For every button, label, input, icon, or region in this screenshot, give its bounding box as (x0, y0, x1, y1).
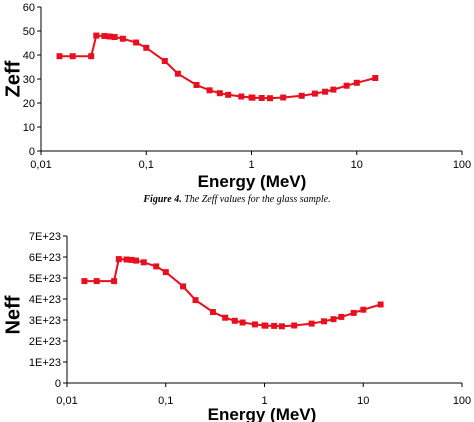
caption-label: Figure 4. (142, 194, 181, 205)
data-point (206, 87, 213, 94)
data-point (338, 313, 345, 320)
data-point (238, 93, 245, 100)
data-point (258, 95, 265, 101)
x-tick-label: 0,1 (158, 395, 173, 407)
chart-1: 0 10 20 30 40 50 60 0,01 0,1 1 10 100 Zeff Energy (Me… (2, 2, 471, 191)
y-axis-label: Neff (2, 295, 24, 334)
figure-caption: Figure 4. The Zeff values for the glass … (142, 194, 330, 205)
data-point (123, 256, 130, 263)
data-point (174, 70, 181, 77)
y-tick-label: 0 (55, 378, 61, 390)
data-point (153, 263, 160, 270)
y-tick-label: 60 (23, 2, 35, 14)
data-point (133, 39, 140, 46)
x-tick-label: 1 (261, 395, 267, 407)
data-point (350, 309, 357, 316)
data-point (101, 33, 108, 39)
data-point (322, 88, 329, 95)
caption-text: The Zeff values for the glass sample. (182, 194, 331, 205)
y-tick-label: 20 (23, 98, 35, 110)
chart-2: 0 1E+23 2E+23 3E+23 4E+23 5E+23 6E+23 7E+23 0,01… (2, 231, 471, 422)
data-point (353, 79, 360, 86)
data-point (291, 322, 298, 329)
data-point (278, 323, 285, 330)
data-point (111, 278, 118, 285)
data-point (249, 94, 256, 101)
x-axis-label: Energy (MeV) (208, 405, 317, 422)
data-point (143, 44, 150, 51)
y-tick-label: 40 (23, 50, 35, 62)
y-tick-label: 4E+23 (29, 294, 61, 306)
data-point (133, 257, 139, 264)
y-tick-label: 2E+23 (29, 336, 61, 348)
data-point (180, 283, 187, 290)
data-point (225, 91, 232, 98)
y-tick-label: 50 (23, 26, 35, 38)
y-tick-label: 3E+23 (29, 315, 61, 327)
y-tick-label: 1E+23 (29, 357, 61, 369)
x-axis-label: Energy (MeV) (198, 172, 307, 191)
x-tick-label: 0,01 (56, 395, 77, 407)
data-point (360, 306, 367, 313)
data-point (377, 301, 384, 308)
x-tick-label: 100 (453, 395, 471, 407)
y-tick-label: 0 (29, 146, 35, 158)
data-point (115, 256, 122, 263)
data-point (88, 53, 95, 60)
x-tick-label: 10 (351, 159, 363, 171)
data-point (251, 321, 258, 328)
data-point (56, 53, 63, 60)
data-point (308, 320, 315, 327)
data-point (192, 297, 199, 304)
x-tick-label: 10 (357, 395, 369, 407)
data-point (216, 90, 223, 97)
data-point (106, 33, 113, 40)
data-point (343, 82, 350, 89)
data-point (280, 94, 287, 101)
y-tick-label: 30 (23, 74, 35, 86)
y-tick-label: 5E+23 (29, 273, 61, 285)
data-point (93, 32, 100, 39)
data-point (209, 309, 216, 315)
data-point (111, 34, 118, 40)
data-point (298, 92, 305, 99)
x-tick-label: 0,1 (139, 159, 154, 171)
x-tick-label: 0,01 (30, 159, 51, 171)
y-tick-label: 6E+23 (29, 252, 61, 264)
data-point (372, 75, 379, 81)
data-point (161, 58, 168, 64)
data-point (128, 256, 135, 263)
data-point (239, 319, 246, 326)
x-tick-label: 1 (248, 159, 254, 171)
y-tick-label: 7E+23 (29, 231, 61, 243)
data-point (69, 53, 76, 60)
data-point (262, 322, 269, 329)
y-tick-label: 10 (23, 122, 35, 134)
x-tick-label: 100 (453, 159, 471, 171)
data-point (81, 278, 88, 285)
data-point (140, 259, 147, 266)
data-point (321, 318, 327, 325)
data-point (193, 82, 200, 88)
data-point (231, 317, 238, 324)
y-axis-label: Zeff (2, 60, 24, 97)
data-point (271, 322, 278, 329)
data-point (330, 316, 337, 323)
data-point (330, 86, 337, 93)
data-point (162, 269, 169, 276)
data-point (119, 35, 126, 42)
data-point (93, 278, 100, 285)
data-point (267, 95, 273, 102)
data-point (222, 314, 229, 321)
data-point (311, 90, 318, 97)
